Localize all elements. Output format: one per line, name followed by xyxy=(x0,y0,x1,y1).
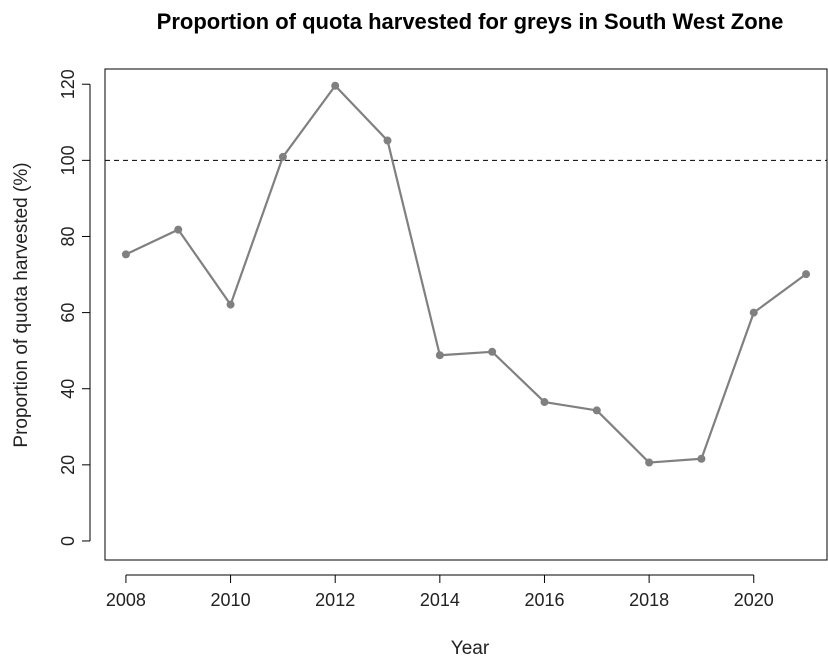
data-point xyxy=(331,81,340,90)
data-point xyxy=(645,458,654,467)
data-point xyxy=(226,300,235,309)
x-axis-label: Year xyxy=(451,638,490,658)
y-tick-label: 0 xyxy=(58,536,78,546)
data-point xyxy=(174,225,183,234)
data-point xyxy=(540,398,549,407)
y-tick-label: 100 xyxy=(58,145,78,175)
y-tick-label: 20 xyxy=(58,455,78,475)
plot-frame xyxy=(104,68,828,561)
data-point xyxy=(749,308,758,317)
y-tick-label: 80 xyxy=(58,226,78,246)
data-point xyxy=(121,250,130,259)
x-tick-label: 2012 xyxy=(315,590,355,610)
data-point xyxy=(488,347,497,356)
y-axis-label: Proportion of quota harvested (%) xyxy=(11,162,32,447)
data-point xyxy=(435,351,444,360)
series-line xyxy=(125,84,807,464)
x-tick-label: 2014 xyxy=(420,590,460,610)
x-tick-label: 2016 xyxy=(524,590,564,610)
x-tick-label: 2010 xyxy=(211,590,251,610)
y-tick-label: 40 xyxy=(58,379,78,399)
x-tick-label: 2018 xyxy=(629,590,669,610)
y-tick-label: 60 xyxy=(58,303,78,323)
y-tick-label: 120 xyxy=(58,69,78,99)
x-tick-label: 2008 xyxy=(106,590,146,610)
data-point xyxy=(383,136,392,145)
data-point xyxy=(592,406,601,415)
data-point xyxy=(278,152,287,161)
x-tick-label: 2020 xyxy=(734,590,774,610)
data-point xyxy=(697,454,706,463)
chart-title: Proportion of quota harvested for greys … xyxy=(157,9,784,34)
x-axis: 2008 2010 2012 2014 2016 2018 2020 xyxy=(106,574,774,610)
y-axis: 0 20 40 60 80 100 120 xyxy=(58,69,91,546)
series-group xyxy=(121,81,811,467)
data-point xyxy=(802,270,811,279)
